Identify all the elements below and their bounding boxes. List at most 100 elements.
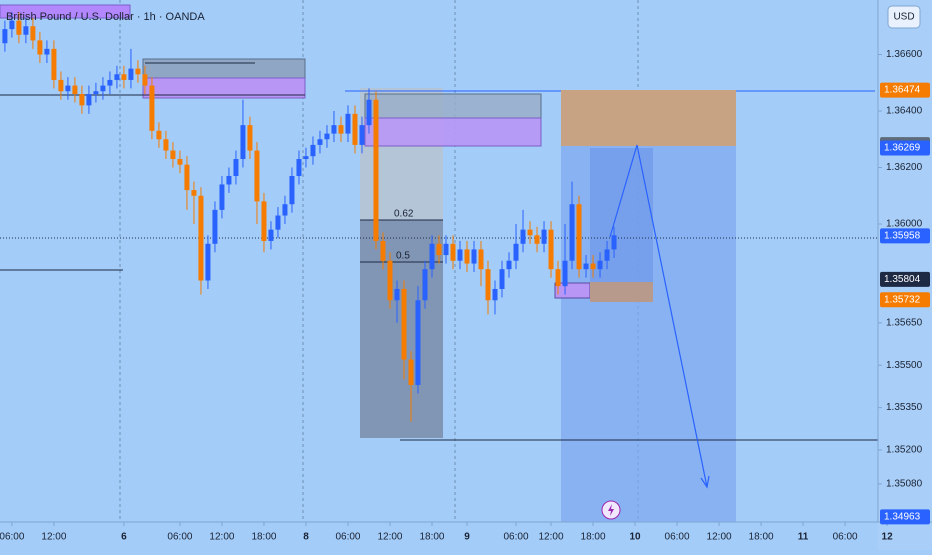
- candle-body: [450, 243, 456, 261]
- candle-body: [387, 260, 393, 301]
- price-tag: [880, 140, 930, 156]
- candle-body: [576, 204, 582, 270]
- y-tick-label: 1.35500: [886, 360, 923, 371]
- candle-body: [597, 260, 603, 270]
- candle-body: [527, 229, 533, 236]
- x-tick-label: 18:00: [419, 532, 444, 543]
- candle-body: [464, 249, 470, 264]
- x-tick-label: 12:00: [377, 532, 402, 543]
- candle-body: [352, 113, 358, 145]
- short-zone: [590, 148, 653, 300]
- candle-body: [142, 74, 148, 86]
- candle-body: [485, 269, 491, 301]
- candle-body: [562, 260, 568, 287]
- candle-body: [282, 204, 288, 216]
- candle-body: [247, 125, 253, 151]
- currency-label: USD: [893, 12, 914, 23]
- candle-body: [513, 243, 519, 261]
- candle-body: [261, 201, 267, 241]
- candle-body: [310, 144, 316, 157]
- price-tag: [880, 82, 930, 98]
- candle-body: [58, 79, 64, 92]
- x-tick-label: 6: [121, 532, 127, 543]
- candle-body: [520, 229, 526, 244]
- candle-body: [72, 85, 78, 95]
- candle-body: [373, 99, 379, 241]
- candle-body: [198, 195, 204, 281]
- candle-body: [44, 48, 50, 55]
- candle-body: [548, 229, 554, 270]
- price-tag: [880, 228, 930, 244]
- candle-body: [226, 175, 232, 185]
- zone: [364, 117, 542, 147]
- candle-body: [611, 235, 617, 250]
- candle-body: [37, 40, 43, 55]
- candle-body: [401, 288, 407, 360]
- currency-button[interactable]: [887, 5, 921, 29]
- x-tick-label: 06:00: [833, 532, 858, 543]
- candle-body: [135, 68, 141, 75]
- price-tag: [880, 271, 930, 287]
- candle-body: [149, 85, 155, 131]
- x-tick-label: 06:00: [0, 532, 25, 543]
- candle-body: [65, 85, 71, 92]
- x-tick-label: 12:00: [41, 532, 66, 543]
- candle-body: [338, 125, 344, 134]
- price-tag-label: 1.36269: [884, 143, 921, 154]
- zone: [142, 77, 306, 99]
- x-tick-label: 06:00: [504, 532, 529, 543]
- candle-body: [93, 91, 99, 95]
- candle-body: [114, 74, 120, 80]
- candle-body: [317, 139, 323, 145]
- candle-body: [590, 263, 596, 270]
- x-tick-label: 11: [798, 532, 809, 543]
- candle-body: [506, 260, 512, 270]
- candle-body: [107, 79, 113, 86]
- candles: [2, 12, 617, 422]
- y-tick-label: 1.35080: [886, 479, 923, 490]
- candle-body: [233, 159, 239, 176]
- arrow-head: [700, 475, 710, 489]
- candle-body: [100, 85, 106, 92]
- candle-body: [422, 269, 428, 301]
- candle-body: [471, 249, 477, 264]
- symbol-title: British Pound / U.S. Dollar · 1h · OANDA: [6, 11, 205, 23]
- candle-body: [212, 209, 218, 244]
- zone: [364, 93, 542, 119]
- candle-body: [170, 150, 176, 160]
- candle-body: [219, 184, 225, 210]
- x-tick-label: 12:00: [707, 532, 732, 543]
- candle-body: [30, 26, 36, 41]
- zone: [590, 282, 653, 302]
- y-tick-label: 1.36400: [886, 106, 923, 117]
- candle-body: [415, 300, 421, 386]
- alert-bolt: [608, 504, 614, 516]
- candle-body: [583, 263, 589, 270]
- candle-body: [296, 159, 302, 176]
- x-tick-label: 9: [464, 532, 470, 543]
- y-tick-label: 1.35350: [886, 402, 923, 413]
- x-tick-label: 18:00: [749, 532, 774, 543]
- candle-body: [254, 150, 260, 202]
- candle-body: [555, 269, 561, 287]
- x-tick-label: 18:00: [251, 532, 276, 543]
- x-tick-label: 06:00: [665, 532, 690, 543]
- candle-body: [541, 229, 547, 244]
- price-tag-label: 1.35804: [884, 274, 921, 285]
- candle-body: [51, 48, 57, 80]
- price-tag-label: 1.35732: [884, 294, 921, 305]
- candle-body: [324, 133, 330, 140]
- candle-body: [240, 125, 246, 160]
- candle-body: [191, 190, 197, 196]
- price-tag-label: 1.35958: [884, 231, 921, 242]
- y-tick-label: 1.36000: [886, 219, 923, 230]
- candle-body: [457, 249, 463, 261]
- candle-body: [380, 240, 386, 261]
- candle-body: [289, 175, 295, 205]
- candle-body: [86, 94, 92, 106]
- candle-body: [205, 243, 211, 281]
- candle-body: [128, 68, 134, 80]
- candle-body: [443, 243, 449, 256]
